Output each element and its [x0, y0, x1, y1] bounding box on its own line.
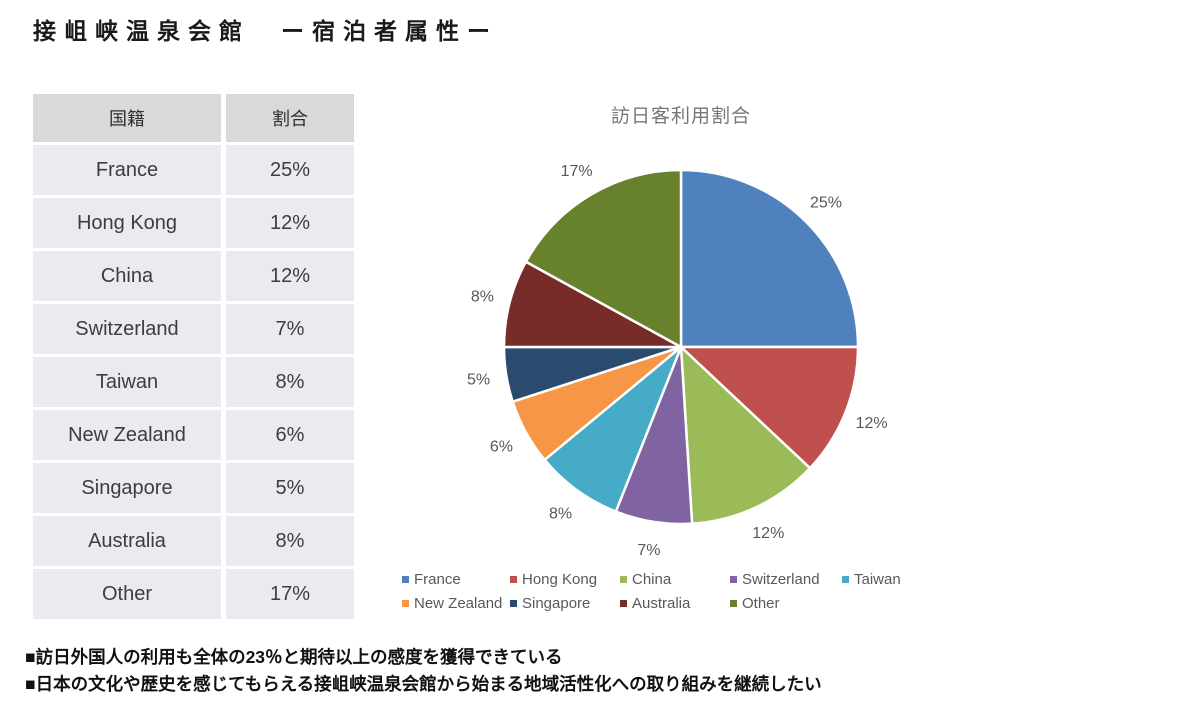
legend-marker-icon	[730, 600, 737, 607]
pie-slice-hong-kong	[679, 345, 860, 470]
table-cell-nationality-row3: Switzerland	[33, 304, 221, 354]
page-title: 接岨峡温泉会館 ー宿泊者属性ー	[33, 18, 498, 44]
legend-marker-icon	[402, 576, 409, 583]
pie-slice-other	[524, 168, 683, 349]
pie-chart-title: 訪日客利用割合	[610, 106, 751, 127]
legend-label: China	[632, 571, 672, 588]
pie-slice-china	[679, 345, 812, 525]
table-cell-ratio-row3: 7%	[226, 304, 354, 354]
table-cell-nationality-row5: New Zealand	[33, 410, 221, 460]
legend-item-singapore: Singapore	[510, 595, 620, 612]
table-cell-ratio-row8: 17%	[226, 569, 354, 619]
table-cell-nationality-row2: China	[33, 251, 221, 301]
pie-data-label-new-zealand: 6%	[490, 438, 513, 455]
legend-marker-icon	[620, 600, 627, 607]
legend-label: France	[414, 571, 461, 588]
legend-item-taiwan: Taiwan	[842, 571, 927, 588]
legend-marker-icon	[402, 600, 409, 607]
pie-slice-france	[679, 168, 860, 349]
legend-item-china: China	[620, 571, 730, 588]
legend-item-australia: Australia	[620, 595, 730, 612]
pie-chart-legend: France Hong Kong China Switzerland Taiwan New…	[402, 571, 927, 612]
pie-data-label-hong-kong: 12%	[856, 415, 888, 432]
legend-marker-icon	[730, 576, 737, 583]
table-cell-ratio-row7: 8%	[226, 516, 354, 566]
summary-note-line2: ■日本の文化や歴史を感じてもらえる接岨峡温泉会館から始まる地域活性化への取り組み…	[25, 674, 822, 694]
table-cell-nationality-row8: Other	[33, 569, 221, 619]
legend-item-other: Other	[730, 595, 842, 612]
table-cell-nationality-row0: France	[33, 145, 221, 195]
pie-data-label-france: 25%	[810, 195, 842, 212]
legend-item-new-zealand: New Zealand	[402, 595, 510, 612]
legend-label: Switzerland	[742, 571, 820, 588]
pie-data-label-switzerland: 7%	[637, 542, 660, 559]
table-cell-nationality-row4: Taiwan	[33, 357, 221, 407]
pie-data-label-taiwan: 8%	[549, 505, 572, 522]
legend-label: Other	[742, 595, 780, 612]
table-cell-ratio-row2: 12%	[226, 251, 354, 301]
summary-notes: ■訪日外国人の利用も全体の23％と期待以上の感度を獲得できている ■日本の文化や…	[25, 644, 822, 698]
pie-data-label-china: 12%	[752, 525, 784, 542]
pie-chart: 25% 12% 12% 7% 8% 6% 5% 8% 17%	[467, 163, 888, 559]
table-cell-nationality-row6: Singapore	[33, 463, 221, 513]
pie-slice-australia	[502, 260, 683, 349]
nationality-ratio-table: 国籍 割合 France 25% Hong Kong 12% China 12% Switz…	[33, 94, 355, 619]
table-cell-ratio-row6: 5%	[226, 463, 354, 513]
legend-marker-icon	[510, 576, 517, 583]
pie-data-label-australia: 8%	[471, 289, 494, 306]
legend-marker-icon	[620, 576, 627, 583]
legend-marker-icon	[842, 576, 849, 583]
legend-item-hong-kong: Hong Kong	[510, 571, 620, 588]
table-cell-ratio-row4: 8%	[226, 357, 354, 407]
pie-slice-taiwan	[543, 345, 683, 513]
table-header-nationality: 国籍	[33, 94, 221, 142]
legend-item-france: France	[402, 571, 510, 588]
legend-label: Singapore	[522, 595, 591, 612]
summary-note-line1: ■訪日外国人の利用も全体の23％と期待以上の感度を獲得できている	[25, 647, 563, 667]
pie-data-label-singapore: 5%	[467, 372, 490, 389]
legend-item-switzerland: Switzerland	[730, 571, 842, 588]
legend-label: Hong Kong	[522, 571, 598, 588]
legend-label: New Zealand	[414, 595, 503, 612]
table-header-ratio: 割合	[226, 94, 354, 142]
legend-label: Australia	[632, 595, 691, 612]
table-cell-ratio-row1: 12%	[226, 198, 354, 248]
legend-marker-icon	[510, 600, 517, 607]
legend-label: Taiwan	[854, 571, 901, 588]
table-cell-ratio-row5: 6%	[226, 410, 354, 460]
table-cell-ratio-row0: 25%	[226, 145, 354, 195]
table-cell-nationality-row1: Hong Kong	[33, 198, 221, 248]
table-cell-nationality-row7: Australia	[33, 516, 221, 566]
pie-data-label-other: 17%	[561, 163, 593, 180]
